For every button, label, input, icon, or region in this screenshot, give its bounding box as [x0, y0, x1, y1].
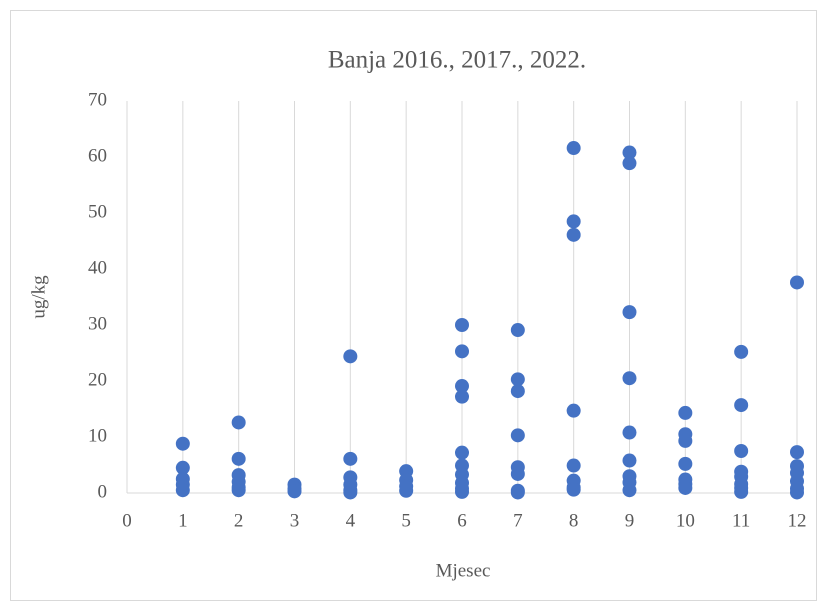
point: [455, 344, 469, 359]
point: [455, 379, 469, 394]
point: [510, 372, 525, 387]
point: [622, 483, 637, 498]
point: [790, 445, 804, 460]
point: [566, 214, 581, 229]
point: [622, 453, 637, 468]
x-tick-label: 1: [178, 510, 188, 531]
chart-title: Banja 2016., 2017., 2022.: [328, 47, 586, 74]
point: [455, 484, 469, 499]
point: [175, 483, 190, 498]
point: [510, 323, 525, 338]
point: [678, 480, 693, 495]
x-tick-label: 6: [457, 510, 467, 531]
y-tick-label: 60: [88, 145, 107, 166]
point: [622, 305, 637, 320]
point: [566, 141, 581, 156]
y-tick-label: 30: [88, 313, 107, 334]
point: [566, 227, 581, 242]
point: [622, 371, 637, 386]
y-tick-label: 0: [98, 481, 108, 502]
x-tick-label: 0: [122, 510, 132, 531]
point: [566, 458, 581, 473]
y-tick-label: 10: [88, 425, 107, 446]
point: [678, 433, 693, 448]
chart-border: [10, 10, 817, 601]
point: [678, 405, 693, 420]
x-tick-label: 10: [676, 510, 695, 531]
point: [678, 456, 693, 471]
point: [510, 384, 525, 399]
point: [175, 436, 190, 451]
x-tick-label: 9: [625, 510, 635, 531]
y-axis-label: ug/kg: [28, 275, 49, 319]
x-tick-label: 12: [788, 510, 807, 531]
point: [734, 344, 749, 359]
point: [455, 445, 469, 460]
y-tick-label: 70: [88, 89, 107, 110]
point: [175, 460, 190, 475]
point: [566, 482, 581, 497]
point: [343, 485, 358, 500]
point: [399, 483, 414, 498]
point: [231, 483, 246, 498]
point: [734, 398, 749, 413]
point: [566, 403, 581, 418]
y-tick-label: 50: [88, 201, 107, 222]
point: [790, 485, 804, 500]
point: [455, 389, 469, 404]
point: [510, 466, 525, 481]
point: [622, 425, 637, 440]
point: [287, 484, 302, 499]
point: [343, 451, 358, 466]
point: [343, 349, 358, 364]
point: [510, 428, 525, 443]
x-tick-label: 4: [346, 510, 356, 531]
point: [231, 451, 246, 466]
x-axis-label: Mjesec: [436, 560, 491, 581]
y-tick-label: 40: [88, 257, 107, 278]
y-tick-label: 20: [88, 369, 107, 390]
x-tick-label: 7: [513, 510, 523, 531]
x-tick-label: 5: [401, 510, 411, 531]
point: [455, 318, 469, 332]
point: [734, 444, 749, 458]
x-tick-label: 11: [732, 510, 750, 531]
point: [231, 415, 246, 430]
point: [622, 156, 637, 171]
point: [734, 484, 749, 499]
x-tick-label: 8: [569, 510, 579, 531]
point: [510, 485, 525, 500]
x-tick-label: 3: [290, 510, 300, 531]
point: [790, 275, 804, 290]
x-tick-label: 2: [234, 510, 244, 531]
point: [622, 145, 637, 160]
